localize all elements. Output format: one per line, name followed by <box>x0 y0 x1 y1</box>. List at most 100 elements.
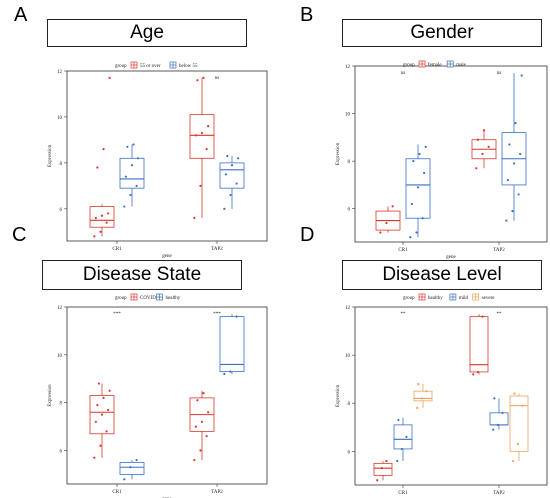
data-point <box>516 443 519 446</box>
significance-label: *** <box>213 312 221 317</box>
legend-label: male <box>456 63 466 68</box>
legend-label: COVID <box>140 296 156 301</box>
chart-disease-state: group COVID healthy 6 8 10 12 Expression CR1 *** T… <box>48 293 268 498</box>
y-tick-label: 6 <box>60 450 63 455</box>
box-rect <box>373 462 393 476</box>
legend-label: healthy <box>166 296 181 301</box>
data-point <box>508 143 511 146</box>
box-rect <box>413 390 433 402</box>
box <box>471 129 497 170</box>
data-point <box>396 459 399 463</box>
data-point <box>416 186 420 189</box>
box-rect <box>219 316 245 372</box>
data-point <box>102 148 105 151</box>
significance-label: ** <box>497 312 503 317</box>
box-rect <box>119 157 145 189</box>
data-point <box>235 182 238 185</box>
x-tick-label: CR1 <box>398 491 408 496</box>
data-point <box>417 382 420 386</box>
data-point <box>107 212 110 215</box>
x-tick-label: TAP2 <box>493 491 505 496</box>
data-point <box>207 125 210 128</box>
panel-letter-a: A <box>14 4 28 26</box>
plot-area <box>66 306 268 485</box>
data-point <box>517 193 520 196</box>
legend-key <box>449 293 457 301</box>
data-point <box>96 166 99 169</box>
data-point <box>492 428 495 431</box>
chart-gender: group female male 6 8 10 12 Expression CR1 ns TAP2… <box>336 60 548 260</box>
legend-title: group <box>403 63 415 68</box>
data-point <box>380 467 383 470</box>
data-point <box>423 171 426 175</box>
legend-key <box>418 293 426 301</box>
x-tick-label: TAP2 <box>211 247 223 252</box>
data-point <box>100 413 104 416</box>
box <box>89 382 115 459</box>
panel-letter-d: D <box>300 224 315 246</box>
data-point <box>108 389 111 392</box>
data-point <box>105 221 108 224</box>
data-point <box>96 403 99 407</box>
data-point <box>421 217 424 220</box>
data-point <box>481 152 484 156</box>
data-point <box>512 459 515 463</box>
legend-title: group <box>115 296 127 301</box>
significance-label: ns <box>497 71 502 76</box>
data-point <box>129 466 132 469</box>
box <box>489 397 509 431</box>
data-point <box>376 479 379 482</box>
data-point <box>400 447 403 451</box>
box <box>375 205 401 234</box>
y-tick-label: 8 <box>60 162 63 167</box>
chart-disease-level: group healthy mild severe 6 8 10 12 Expression CR… <box>336 293 548 496</box>
panel-title-b: Gender <box>342 19 542 47</box>
box-rect <box>393 424 413 450</box>
y-tick-label: 12 <box>345 306 351 311</box>
data-point <box>124 175 127 178</box>
box <box>405 144 431 239</box>
data-point <box>224 173 227 176</box>
data-point <box>196 399 199 402</box>
y-tick-label: 10 <box>57 116 63 121</box>
data-point <box>397 418 400 422</box>
data-point <box>416 406 419 410</box>
data-point <box>205 435 208 438</box>
box <box>219 314 245 376</box>
x-axis-label: gene <box>162 254 172 259</box>
data-point <box>135 184 138 187</box>
data-point <box>132 143 135 146</box>
data-point <box>235 315 238 318</box>
data-point <box>193 458 196 462</box>
data-point <box>424 145 427 148</box>
data-point <box>482 129 486 132</box>
y-tick-label: 12 <box>345 65 351 70</box>
x-tick-label: TAP2 <box>493 248 505 253</box>
panel-title-c: Disease State <box>42 260 242 290</box>
data-point <box>391 205 394 208</box>
box <box>189 390 215 462</box>
box <box>219 154 245 210</box>
data-point <box>137 157 140 160</box>
box-rect <box>509 395 529 452</box>
plot-area <box>66 70 268 242</box>
data-point <box>476 138 479 141</box>
y-tick-label: 6 <box>348 450 351 455</box>
data-point <box>520 74 523 77</box>
data-point <box>501 411 504 414</box>
data-point <box>202 76 205 79</box>
data-point <box>496 423 499 426</box>
data-point <box>105 430 108 433</box>
data-point <box>425 390 428 393</box>
data-point <box>100 214 104 217</box>
data-point <box>200 420 204 423</box>
legend-key <box>472 293 480 301</box>
data-point <box>107 408 110 411</box>
legend: group healthy mild severe <box>403 293 495 301</box>
data-point <box>130 164 134 167</box>
data-point <box>97 382 101 385</box>
legend-label: below 55 <box>179 64 198 69</box>
x-tick-label: CR1 <box>398 248 408 253</box>
data-point <box>226 154 229 158</box>
data-point <box>205 148 208 151</box>
